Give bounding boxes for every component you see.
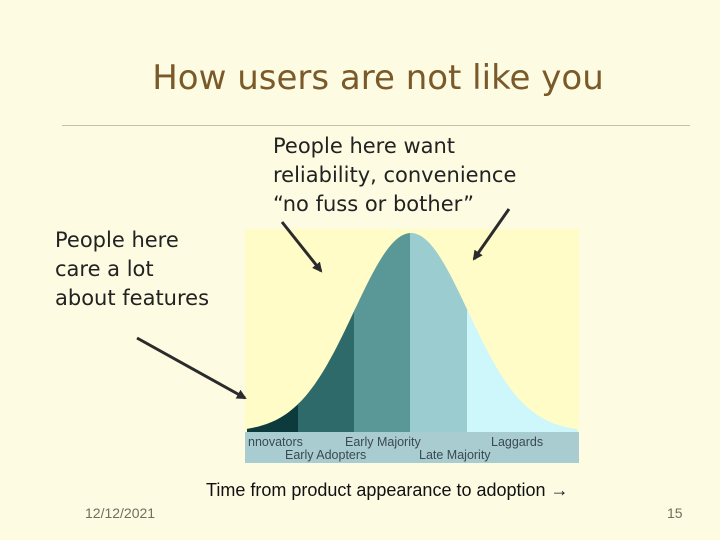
- segment-label-band: [245, 432, 579, 463]
- arrow-to-late-majority: [472, 208, 511, 261]
- note-features-line-2: care a lot: [55, 257, 154, 281]
- note-features-line-3: about features: [55, 286, 210, 310]
- note-reliability-line-3: “no fuss or bother”: [273, 192, 475, 216]
- label-innovators: nnovators: [248, 435, 303, 449]
- label-late-majority: Late Majority: [419, 448, 491, 462]
- label-laggards: Laggards: [491, 435, 543, 449]
- note-features-line-1: People here: [55, 228, 179, 252]
- label-early-majority: Early Majority: [345, 435, 421, 449]
- note-reliability-line-1: People here want: [273, 134, 456, 158]
- slide-page-number: 15: [667, 505, 683, 521]
- arrow-to-early-majority: [280, 221, 323, 273]
- label-early-adopters: Early Adopters: [285, 448, 366, 462]
- note-reliability: People here want reliability, convenienc…: [273, 132, 516, 219]
- time-axis-text: Time from product appearance to adoption: [206, 480, 546, 500]
- right-arrow-icon: →: [550, 480, 569, 500]
- time-axis-label: Time from product appearance to adoption…: [206, 480, 569, 501]
- arrow-to-innovators: [136, 336, 247, 400]
- slide-title: How users are not like you: [152, 58, 604, 98]
- title-divider: [62, 125, 690, 126]
- slide-date: 12/12/2021: [85, 505, 156, 521]
- note-features: People here care a lot about features: [55, 226, 209, 313]
- note-reliability-line-2: reliability, convenience: [273, 163, 517, 187]
